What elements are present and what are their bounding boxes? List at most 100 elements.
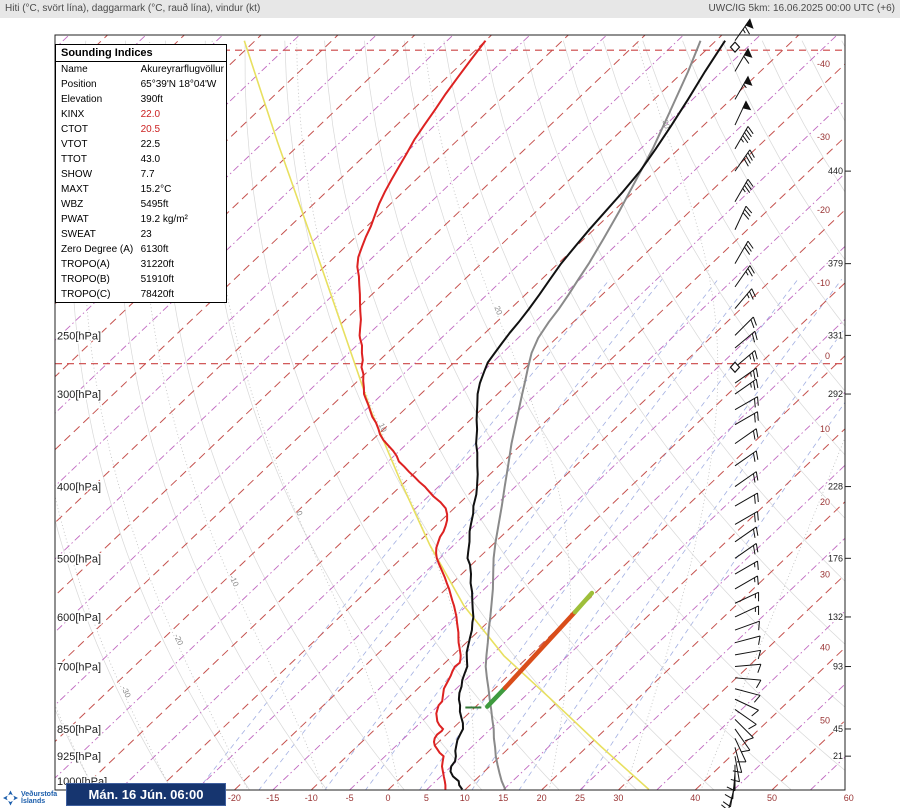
svg-text:-20: -20 [228, 793, 241, 803]
grid-lines: -30 -20 -10 0 10 20 30 [55, 35, 845, 790]
svg-text:0: 0 [294, 510, 304, 518]
indices-row: MAXT 15.2°C [56, 182, 226, 197]
svg-text:60: 60 [844, 793, 854, 803]
svg-text:300[hPa]: 300[hPa] [57, 389, 101, 401]
svg-text:400[hPa]: 400[hPa] [57, 482, 101, 494]
tropopause-marker [729, 41, 741, 53]
svg-text:21: 21 [833, 751, 843, 761]
index-value: 65°39'N 18°04'W [140, 79, 217, 90]
parcel-segment [502, 609, 578, 691]
indices-row: VTOT 22.5 [56, 137, 226, 152]
svg-text:10: 10 [820, 424, 830, 434]
svg-text:850[hPa]: 850[hPa] [57, 724, 101, 736]
index-value: 5495ft [140, 199, 169, 210]
footer-bar: Veðurstofa Íslands Mán. 16 Jún. 06:00 [0, 782, 900, 808]
svg-text:20: 20 [537, 793, 547, 803]
model-run-text: UWC/IG 5km: 16.06.2025 00:00 UTC (+6) [708, 3, 895, 14]
wind-barbs [721, 18, 762, 808]
index-value: 22.0 [140, 109, 161, 120]
svg-text:40: 40 [820, 643, 830, 653]
indices-row: Position 65°39'N 18°04'W [56, 77, 226, 92]
parcel-segment [485, 685, 508, 709]
svg-text:5: 5 [424, 793, 429, 803]
index-label: MAXT [61, 184, 89, 195]
svg-text:30: 30 [613, 793, 623, 803]
index-value: 6130ft [140, 244, 169, 255]
index-value: 78420ft [140, 289, 174, 300]
index-label: Name [61, 64, 88, 75]
svg-text:30: 30 [820, 570, 830, 580]
temperature-curve [449, 40, 726, 790]
index-value: 7.7 [140, 169, 155, 180]
svg-text:25: 25 [575, 793, 585, 803]
svg-text:-20: -20 [172, 633, 185, 648]
index-label: WBZ [61, 199, 84, 210]
indices-row: Name Akureyrarflugvöllur [56, 62, 226, 77]
svg-text:15: 15 [498, 793, 508, 803]
index-label: KINX [61, 109, 85, 120]
index-label: Zero Degree (A) [61, 244, 134, 255]
indices-row: Zero Degree (A) 6130ft [56, 242, 226, 257]
chart-legend-text: Hiti (°C, svört lína), daggarmark (°C, r… [5, 3, 261, 14]
index-label: TROPO(B) [61, 274, 110, 285]
svg-text:-15: -15 [266, 793, 279, 803]
index-value: 51910ft [140, 274, 174, 285]
svg-text:0: 0 [385, 793, 390, 803]
height-labels: 440 379 331 292 228 176 132 93 45 21 [827, 165, 851, 762]
svg-text:925[hPa]: 925[hPa] [57, 751, 101, 763]
svg-text:45: 45 [833, 724, 843, 734]
index-value: 23 [140, 229, 152, 240]
index-label: PWAT [61, 214, 89, 225]
indices-row: TROPO(A) 31220ft [56, 257, 226, 272]
svg-text:10: 10 [460, 793, 470, 803]
svg-text:700[hPa]: 700[hPa] [57, 662, 101, 674]
index-value: Akureyrarflugvöllur [140, 64, 224, 75]
svg-text:-10: -10 [817, 278, 830, 288]
indices-title: Sounding Indices [56, 45, 226, 62]
index-value: 43.0 [140, 154, 161, 165]
index-label: TROPO(A) [61, 259, 110, 270]
top-bar: Hiti (°C, svört lína), daggarmark (°C, r… [0, 0, 900, 18]
svg-text:600[hPa]: 600[hPa] [57, 612, 101, 624]
gray-reference-curve [484, 40, 702, 790]
index-value: 390ft [140, 94, 163, 105]
indices-row: PWAT 19.2 kg/m² [56, 212, 226, 227]
indices-table: Name Akureyrarflugvöllur Position 65°39'N 1… [56, 62, 226, 302]
svg-text:331: 331 [828, 330, 843, 340]
svg-text:176: 176 [828, 553, 843, 563]
indices-row: TROPO(B) 51910ft [56, 272, 226, 287]
indices-row: SWEAT 23 [56, 227, 226, 242]
svg-text:20: 20 [820, 497, 830, 507]
svg-text:-10: -10 [228, 574, 241, 589]
index-label: TROPO(C) [61, 289, 111, 300]
svg-text:500[hPa]: 500[hPa] [57, 553, 101, 565]
svg-text:292: 292 [828, 389, 843, 399]
index-label: Position [61, 79, 97, 90]
svg-text:50: 50 [820, 716, 830, 726]
index-value: 31220ft [140, 259, 174, 270]
svg-text:-30: -30 [817, 132, 830, 142]
indices-row: TROPO(C) 78420ft [56, 287, 226, 302]
index-value: 20.5 [140, 124, 161, 135]
sounding-curves [243, 40, 726, 790]
index-value: 15.2°C [140, 184, 172, 195]
indices-row: WBZ 5495ft [56, 197, 226, 212]
index-label: SHOW [61, 169, 93, 180]
svg-text:379: 379 [828, 259, 843, 269]
sounding-indices-panel: Sounding Indices Name Akureyrarflugvöllur… [55, 44, 227, 303]
pressure-axis-labels: 250[hPa] 300[hPa] 400[hPa] 500[hPa] 600[hPa]… [56, 329, 109, 790]
svg-text:250[hPa]: 250[hPa] [57, 330, 101, 342]
index-label: CTOT [61, 124, 89, 135]
yellow-reference-curve [243, 40, 650, 790]
svg-text:93: 93 [833, 662, 843, 672]
svg-text:-20: -20 [817, 205, 830, 215]
svg-text:-40: -40 [817, 59, 830, 69]
svg-text:50: 50 [767, 793, 777, 803]
dewpoint-curve [356, 40, 487, 790]
svg-text:20: 20 [492, 305, 504, 317]
datetime-button[interactable]: Mán. 16 Jún. 06:00 [66, 783, 226, 806]
svg-text:0: 0 [825, 351, 830, 361]
index-label: Elevation [61, 94, 103, 105]
